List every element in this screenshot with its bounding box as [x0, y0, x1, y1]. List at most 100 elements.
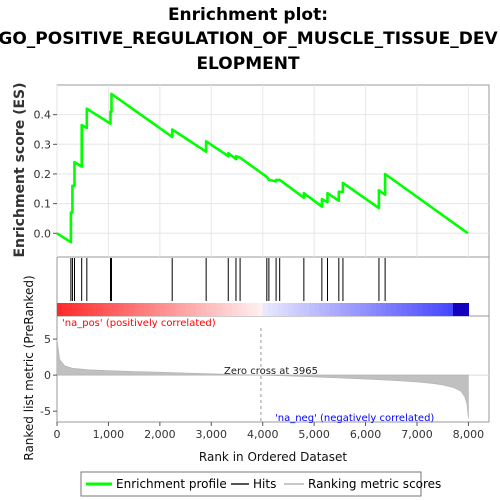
enrichment-profile-line: [56, 92, 469, 244]
heat-segment: [170, 303, 176, 316]
heat-segment: [134, 303, 140, 316]
heat-segment: [386, 303, 392, 316]
heat-segment: [432, 303, 439, 316]
heat-segment: [159, 303, 166, 316]
na-pos-annotation: 'na_pos' (positively correlated): [62, 318, 216, 329]
heat-segment: [267, 303, 274, 316]
heat-segment: [381, 303, 387, 316]
x-tick-label: 2,000: [144, 428, 176, 441]
x-tick-label: 3,000: [196, 428, 228, 441]
heat-segment: [82, 303, 89, 316]
heat-segment: [247, 303, 254, 316]
ranked-y-axis: -5 0 5: [40, 333, 57, 418]
zero-cross-annotation: Zero cross at 3965: [224, 366, 318, 377]
heat-segment: [293, 303, 300, 316]
heat-segment: [278, 303, 284, 316]
heat-segment: [453, 303, 459, 316]
heat-segment: [360, 303, 367, 316]
x-axis: 0 1,000 2,000 3,000 4,000 5,000 6,000 7,000 8,00…: [54, 422, 485, 441]
x-tick-label: 0: [54, 428, 61, 441]
heat-segment: [355, 303, 362, 316]
heat-segment: [226, 303, 233, 316]
title-line-2: GO_POSITIVE_REGULATION_OF_MUSCLE_TISSUE_…: [0, 29, 498, 49]
heat-segment: [175, 303, 182, 316]
title-line-1: Enrichment plot:: [168, 5, 328, 25]
heat-segment: [370, 303, 377, 316]
heat-segment: [108, 303, 115, 316]
heat-segment: [87, 303, 94, 316]
heat-segment: [329, 303, 336, 316]
x-tick-label: 8,000: [453, 428, 485, 441]
heat-segment: [375, 303, 382, 316]
es-panel: [56, 84, 490, 258]
heat-segment: [447, 303, 454, 316]
heat-segment: [365, 303, 372, 316]
ranked-y-tick-label: 5: [44, 333, 51, 346]
x-tick-label: 5,000: [298, 428, 330, 441]
rank-heat-bar: [57, 303, 470, 316]
ranked-y-tick-label: 0: [44, 369, 51, 382]
heat-segment: [262, 303, 269, 316]
es-y-label: Enrichment score (ES): [12, 82, 28, 257]
heat-segment: [113, 303, 120, 316]
heat-segment: [303, 303, 310, 316]
heat-segment: [154, 303, 161, 316]
heat-segment: [67, 303, 74, 316]
heat-segment: [195, 303, 202, 316]
heat-segment: [298, 303, 305, 316]
es-y-axis: 0.0 0.1 0.2 0.3 0.4: [34, 109, 57, 240]
heat-segment: [185, 303, 192, 316]
heat-segment: [283, 303, 290, 316]
heat-segment: [139, 303, 146, 316]
heat-segment: [437, 303, 444, 316]
heat-segment: [62, 303, 68, 316]
heat-segment: [257, 303, 264, 316]
x-tick-label: 1,000: [93, 428, 125, 441]
legend-label-ranking: Ranking metric scores: [308, 477, 441, 491]
heat-segment: [103, 303, 110, 316]
x-tick-label: 7,000: [401, 428, 433, 441]
enrichment-profile-layer: [56, 92, 469, 244]
heat-segment: [417, 303, 423, 316]
heat-segment: [319, 303, 326, 316]
heat-segment: [288, 303, 295, 316]
heat-segment: [458, 303, 464, 316]
heat-segment: [237, 303, 243, 316]
x-tick-label: 4,000: [247, 428, 279, 441]
heat-segment: [345, 303, 351, 316]
es-y-tick-label: 0.1: [34, 198, 52, 211]
ranked-panel: [56, 315, 490, 423]
heat-segment: [411, 303, 418, 316]
na-neg-annotation: 'na_neg' (negatively correlated): [275, 413, 434, 424]
heat-segment: [180, 303, 187, 316]
heat-segment: [93, 303, 99, 316]
x-axis-label: Rank in Ordered Dataset: [199, 450, 347, 464]
heat-segment: [334, 303, 341, 316]
heat-segment: [231, 303, 238, 316]
ranking-metric-layer: [56, 328, 489, 422]
title-line-3: ELOPMENT: [196, 54, 300, 74]
legend-box: [80, 471, 422, 497]
heat-segment: [324, 303, 331, 316]
heat-segment: [391, 303, 398, 316]
legend-label-hits: Hits: [253, 477, 276, 491]
heat-segment: [165, 303, 171, 316]
heat-segment: [422, 303, 428, 316]
heat-segment: [216, 303, 223, 316]
heat-segment: [350, 303, 356, 316]
heat-segment: [123, 303, 130, 316]
legend-label-enrichment: Enrichment profile: [116, 477, 227, 491]
heat-segment: [427, 303, 434, 316]
es-y-tick-label: 0.3: [34, 138, 52, 151]
heat-segment: [57, 303, 63, 316]
heat-segment: [211, 303, 218, 316]
ranking-metric-area: [56, 339, 469, 419]
es-y-tick-label: 0.2: [34, 168, 52, 181]
es-gridlines: [56, 85, 489, 257]
x-tick-label: 6,000: [350, 428, 382, 441]
ranked-y-tick-label: -5: [40, 405, 51, 418]
heat-segment: [396, 303, 403, 316]
heat-segment: [118, 303, 125, 316]
heat-segment: [221, 303, 228, 316]
